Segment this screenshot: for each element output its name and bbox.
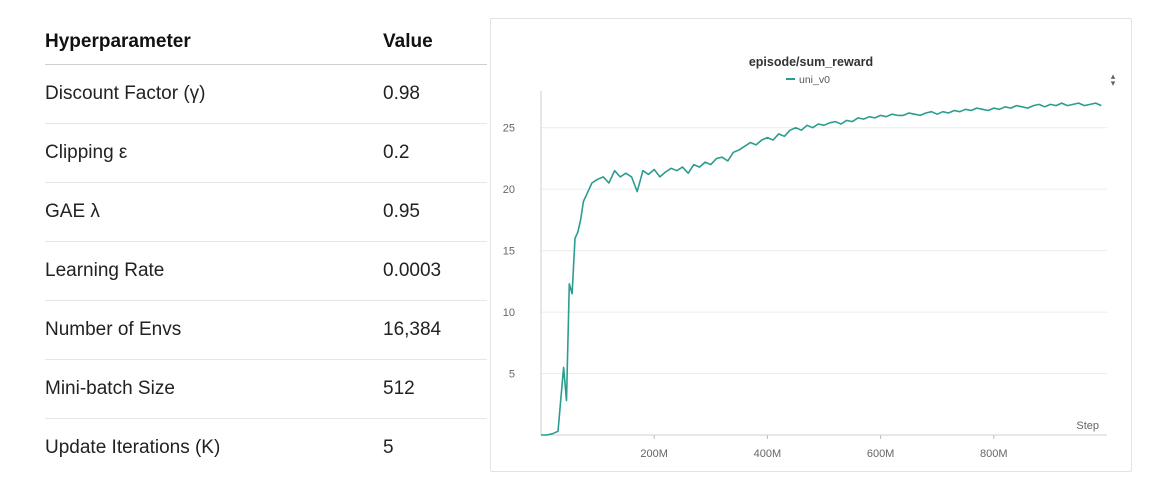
chart-title: episode/sum_reward [749,55,873,69]
sort-updown-icon[interactable]: ▴ ▾ [1110,71,1116,88]
legend-label: uni_v0 [799,74,830,86]
x-tick-label: 200M [640,448,668,460]
y-tick-label: 25 [503,123,515,135]
table-row: Discount Factor (γ) 0.98 [45,65,487,124]
x-axis-ticks: 200M 400M 600M 800M [640,435,1008,460]
param-value: 16,384 [383,319,442,340]
x-tick-label: 400M [754,448,782,460]
param-name: Mini-batch Size [45,378,175,399]
param-name: Learning Rate [45,260,165,281]
table-row: Clipping ε 0.2 [45,124,487,183]
reward-line-chart[interactable]: episode/sum_reward uni_v0 5 10 15 20 25 200M… [491,19,1133,473]
param-name: Clipping ε [45,142,128,163]
y-tick-label: 15 [503,246,515,258]
legend[interactable]: uni_v0 [786,74,830,86]
table-row: Number of Envs 16,384 [45,301,487,360]
param-name: Update Iterations (K) [45,437,221,458]
table-row: GAE λ 0.95 [45,183,487,242]
param-value: 512 [383,378,415,399]
param-value: 5 [383,437,394,458]
y-axis-ticks: 5 10 15 20 25 [503,123,515,381]
table-row: Mini-batch Size 512 [45,360,487,419]
y-tick-label: 5 [509,369,515,381]
chart-panel[interactable]: episode/sum_reward uni_v0 5 10 15 20 25 200M… [490,18,1132,472]
param-name: Discount Factor (γ) [45,83,206,104]
y-tick-label: 10 [503,307,515,319]
param-value: 0.98 [383,83,420,104]
x-tick-label: 600M [867,448,895,460]
table-row: Update Iterations (K) 5 [45,419,487,477]
param-name: GAE λ [45,201,100,222]
x-axis-label: Step [1076,420,1099,432]
y-tick-label: 20 [503,184,515,196]
param-value: 0.0003 [383,260,442,281]
param-name: Number of Envs [45,319,182,340]
grid-lines [541,127,1107,375]
param-value: 0.2 [383,142,410,163]
param-value: 0.95 [383,201,420,222]
table-row: Learning Rate 0.0003 [45,242,487,301]
table-header-row: Hyperparameter Value [45,20,487,65]
x-tick-label: 800M [980,448,1008,460]
header-value: Value [383,31,433,52]
hyperparameter-table: Hyperparameter Value Discount Factor (γ)… [45,20,487,477]
header-hyperparameter: Hyperparameter [45,31,191,52]
series-line-uni-v0[interactable] [541,102,1102,436]
